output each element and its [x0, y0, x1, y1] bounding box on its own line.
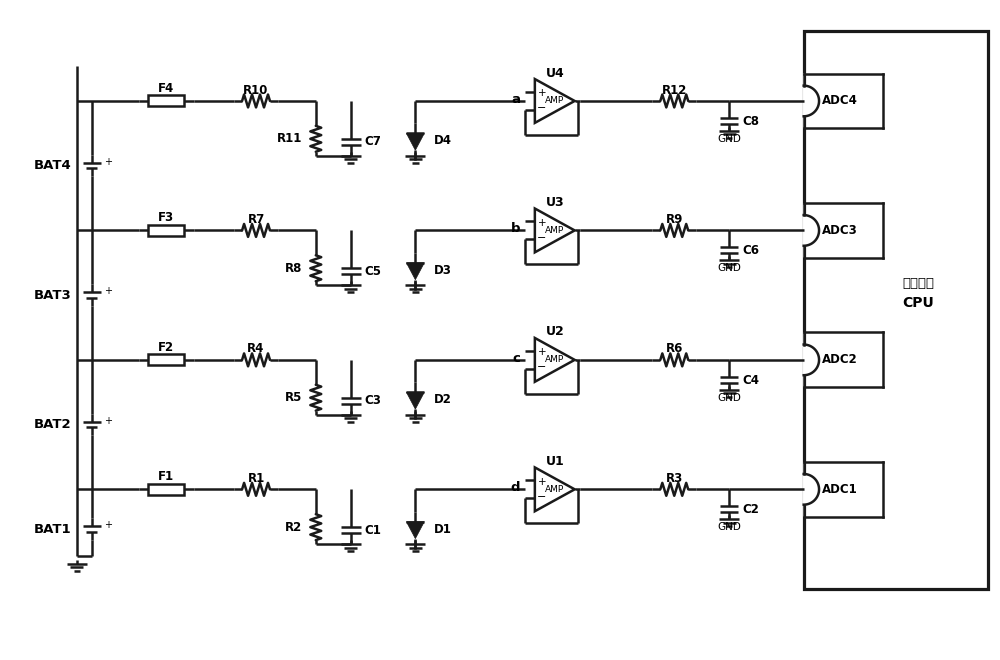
Text: −: − [537, 233, 547, 243]
Polygon shape [535, 209, 575, 252]
Text: GND: GND [717, 393, 741, 403]
Text: BAT3: BAT3 [34, 288, 72, 302]
Text: C6: C6 [742, 244, 759, 257]
Text: +: + [104, 286, 112, 296]
Text: R7: R7 [247, 213, 265, 226]
Text: ADC4: ADC4 [822, 94, 858, 108]
Text: −: − [537, 104, 547, 114]
Text: ADC2: ADC2 [822, 353, 857, 366]
Text: D2: D2 [434, 393, 452, 406]
Text: R12: R12 [662, 84, 687, 96]
Text: 微处理器: 微处理器 [902, 277, 934, 290]
Text: −: − [537, 362, 547, 372]
Text: d: d [510, 481, 520, 494]
Text: +: + [104, 157, 112, 167]
Text: R5: R5 [284, 391, 302, 404]
Text: GND: GND [717, 263, 741, 273]
Text: −: − [537, 492, 547, 502]
Polygon shape [535, 79, 575, 123]
Text: D1: D1 [434, 523, 452, 536]
Text: R4: R4 [247, 343, 265, 356]
Text: F2: F2 [158, 341, 174, 354]
Text: b: b [510, 222, 520, 236]
Bar [148, 354, 184, 366]
Text: +: + [538, 218, 546, 228]
Bar [148, 484, 184, 495]
Polygon shape [406, 392, 424, 409]
Text: R3: R3 [666, 472, 683, 485]
Text: R1: R1 [247, 472, 265, 485]
Polygon shape [406, 521, 424, 539]
Text: U4: U4 [545, 67, 564, 80]
Text: R9: R9 [666, 213, 683, 226]
Text: U1: U1 [545, 455, 564, 468]
Text: c: c [512, 352, 520, 365]
Text: AMP: AMP [545, 355, 564, 364]
Text: BAT1: BAT1 [34, 523, 72, 536]
Text: U3: U3 [545, 196, 564, 209]
Text: C2: C2 [742, 503, 759, 516]
Bar [148, 96, 184, 106]
Text: C4: C4 [742, 374, 759, 387]
Text: GND: GND [717, 522, 741, 532]
Text: R2: R2 [285, 521, 302, 534]
Text: R11: R11 [276, 132, 302, 145]
Text: U2: U2 [545, 325, 564, 339]
Text: ADC3: ADC3 [822, 224, 857, 237]
Text: F3: F3 [158, 211, 174, 224]
Text: AMP: AMP [545, 226, 564, 235]
Text: AMP: AMP [545, 96, 564, 106]
Text: D4: D4 [434, 134, 452, 147]
Text: +: + [538, 347, 546, 358]
Text: C5: C5 [365, 265, 382, 278]
Text: +: + [538, 477, 546, 487]
Text: C1: C1 [365, 523, 381, 537]
Bar [804, 31, 988, 589]
Polygon shape [804, 203, 819, 258]
Polygon shape [804, 462, 819, 517]
Text: BAT4: BAT4 [34, 159, 72, 172]
Polygon shape [406, 263, 424, 280]
Text: C8: C8 [742, 115, 759, 128]
Text: C7: C7 [365, 135, 381, 148]
Polygon shape [406, 133, 424, 150]
Text: +: + [104, 416, 112, 426]
Polygon shape [804, 73, 819, 128]
Text: CPU: CPU [902, 296, 934, 310]
Text: AMP: AMP [545, 485, 564, 494]
Text: BAT2: BAT2 [34, 418, 72, 431]
Text: F4: F4 [158, 82, 175, 95]
Text: C3: C3 [365, 394, 381, 407]
Text: +: + [104, 520, 112, 531]
Text: R8: R8 [284, 262, 302, 275]
Text: F1: F1 [158, 471, 174, 483]
Text: R6: R6 [666, 343, 683, 356]
Text: R10: R10 [243, 84, 269, 96]
Polygon shape [535, 338, 575, 381]
Text: D3: D3 [434, 264, 452, 277]
Text: a: a [511, 93, 520, 106]
Polygon shape [535, 467, 575, 512]
Text: GND: GND [717, 134, 741, 144]
Polygon shape [804, 333, 819, 387]
Text: +: + [538, 88, 546, 98]
Text: ADC1: ADC1 [822, 483, 857, 496]
Bar [148, 225, 184, 236]
